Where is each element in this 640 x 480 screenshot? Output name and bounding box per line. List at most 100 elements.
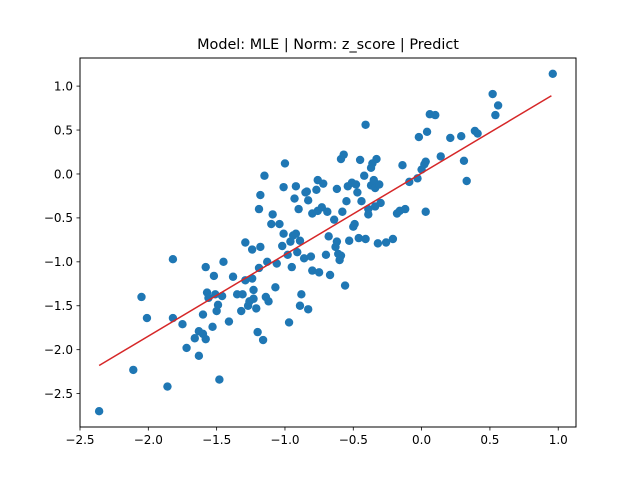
- plot-frame: [79, 57, 577, 428]
- data-point: [283, 250, 292, 259]
- chart-title: Model: MLE | Norm: z_score | Predict: [197, 37, 459, 53]
- y-tick-label: 0.0: [54, 167, 73, 181]
- data-point: [295, 301, 305, 310]
- data-point: [319, 179, 328, 188]
- data-point: [268, 210, 277, 219]
- y-tick-label: 1.0: [54, 79, 73, 93]
- data-point: [271, 283, 280, 292]
- y-tick-label: 0.5: [54, 123, 73, 137]
- data-point: [303, 196, 313, 205]
- data-point: [260, 171, 269, 180]
- data-point: [351, 180, 361, 189]
- data-point: [182, 343, 191, 353]
- data-point: [354, 233, 363, 243]
- data-point: [279, 229, 288, 238]
- data-point: [224, 317, 234, 326]
- data-point: [422, 127, 432, 136]
- x-axis: −2.5 −2.0 −1.5 −1.0 −0.5 0.0 0.5 1.0: [65, 427, 568, 447]
- data-point: [491, 110, 500, 120]
- data-point: [252, 304, 261, 313]
- data-point: [208, 322, 217, 332]
- data-point: [446, 133, 455, 143]
- data-point: [178, 320, 187, 329]
- data-point: [253, 327, 262, 337]
- data-point: [241, 238, 250, 247]
- data-point: [194, 351, 204, 361]
- data-point: [306, 252, 316, 261]
- data-point: [332, 184, 342, 194]
- data-point: [94, 406, 104, 416]
- data-point: [279, 182, 288, 192]
- data-point: [249, 294, 258, 303]
- data-point: [256, 242, 265, 252]
- data-point: [421, 207, 430, 216]
- data-point: [284, 318, 294, 327]
- x-tick-label: 1.0: [549, 433, 568, 447]
- x-tick-label: −2.5: [65, 433, 94, 447]
- data-point: [294, 204, 303, 214]
- data-point: [219, 257, 228, 267]
- data-point: [414, 132, 424, 142]
- data-point: [254, 204, 264, 214]
- data-point: [302, 187, 312, 196]
- data-point: [548, 69, 557, 79]
- y-tick-label: −1.0: [44, 255, 73, 269]
- data-point: [312, 185, 321, 194]
- data-point: [361, 234, 370, 244]
- data-point: [241, 276, 250, 285]
- data-point: [163, 382, 172, 391]
- data-point: [142, 313, 152, 323]
- data-point: [360, 171, 369, 180]
- x-tick-label: 0.0: [412, 433, 431, 447]
- data-point: [436, 152, 445, 161]
- data-point: [247, 245, 257, 254]
- data-point: [247, 274, 257, 283]
- x-tick-label: −2.0: [134, 433, 163, 447]
- data-point: [254, 263, 264, 273]
- y-tick-label: −0.5: [44, 211, 73, 225]
- data-point: [299, 254, 309, 263]
- data-point: [275, 219, 284, 229]
- data-point: [321, 250, 331, 259]
- data-point: [462, 176, 471, 186]
- data-point: [373, 239, 383, 248]
- data-point: [190, 334, 199, 343]
- x-tick-label: −1.0: [270, 433, 299, 447]
- x-tick-label: 0.5: [480, 433, 499, 447]
- data-point: [291, 229, 301, 238]
- data-point: [137, 292, 146, 302]
- data-point: [314, 268, 324, 277]
- data-point: [293, 247, 302, 257]
- data-point: [336, 251, 346, 260]
- data-point: [381, 238, 391, 247]
- data-point: [342, 197, 351, 206]
- data-point: [297, 290, 306, 299]
- data-point: [324, 232, 333, 241]
- data-point: [376, 198, 385, 208]
- data-point: [332, 237, 342, 246]
- data-point: [278, 241, 287, 251]
- y-axis: −2.5 −2.0 −1.5 −1.0 −0.5 0.0 0.5 1.0: [44, 79, 80, 401]
- data-point: [388, 234, 398, 244]
- data-point: [303, 305, 313, 314]
- data-point: [237, 306, 246, 316]
- data-point: [457, 131, 466, 141]
- data-point: [323, 207, 332, 216]
- data-point: [228, 272, 238, 281]
- data-point: [249, 285, 258, 295]
- data-point: [204, 293, 213, 303]
- data-point: [287, 262, 296, 272]
- data-point: [329, 215, 339, 224]
- data-point: [290, 194, 299, 203]
- data-point: [459, 156, 469, 165]
- data-point: [344, 236, 354, 245]
- data-point: [339, 150, 348, 159]
- data-point: [264, 297, 273, 306]
- data-point: [361, 120, 370, 129]
- data-point: [398, 160, 407, 170]
- data-point: [431, 110, 440, 120]
- data-point: [129, 365, 138, 375]
- x-tick-label: −1.5: [202, 433, 231, 447]
- data-point: [211, 290, 220, 299]
